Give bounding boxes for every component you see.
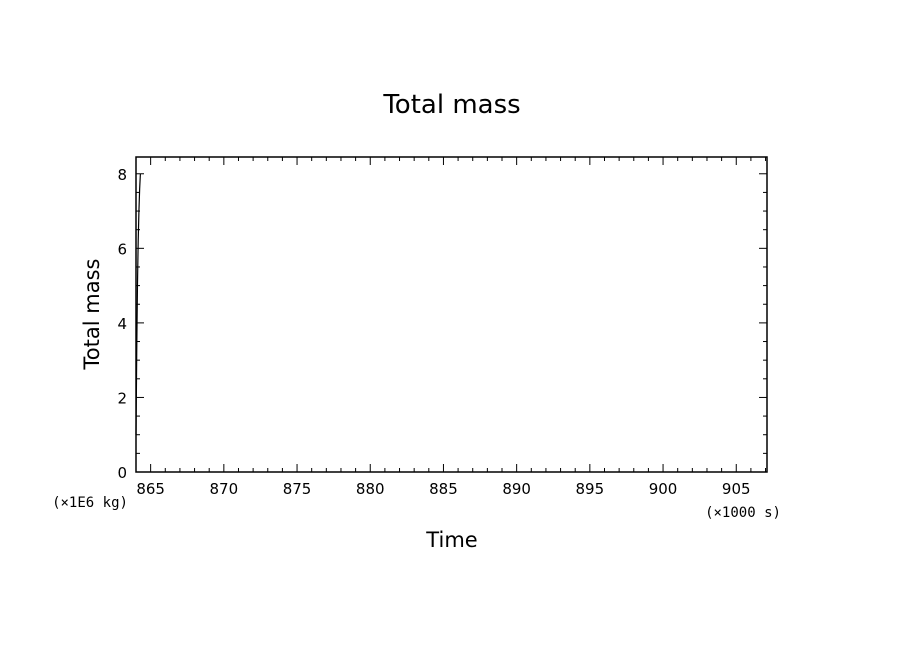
x-tick-label: 865	[136, 480, 165, 498]
y-tick-label: 2	[117, 389, 127, 407]
y-tick-label: 4	[117, 315, 127, 333]
x-tick-label: 905	[722, 480, 751, 498]
y-axis-unit: (×1E6 kg)	[52, 495, 128, 511]
y-axis-ticks: 0 2 4 6 8	[117, 166, 767, 482]
x-axis-unit: (×1000 s)	[705, 505, 781, 521]
x-tick-label: 895	[576, 480, 605, 498]
x-axis-label: Time	[425, 528, 477, 552]
chart-title: Total mass	[382, 90, 520, 120]
series-layer	[135, 173, 141, 435]
x-tick-label: 870	[210, 480, 239, 498]
y-axis-label: Total mass	[80, 259, 104, 371]
plot-frame	[135, 156, 768, 473]
x-tick-label: 885	[429, 480, 458, 498]
series-line	[135, 173, 141, 435]
x-tick-label: 880	[356, 480, 385, 498]
x-tick-label: 875	[283, 480, 312, 498]
y-tick-label: 6	[117, 240, 127, 258]
x-tick-label: 900	[649, 480, 678, 498]
y-tick-label: 8	[117, 166, 127, 184]
x-tick-label: 890	[502, 480, 531, 498]
x-axis-ticks: 865 870 875 880 885 890 895 900 905	[135, 157, 767, 498]
y-tick-label: 0	[117, 464, 127, 482]
